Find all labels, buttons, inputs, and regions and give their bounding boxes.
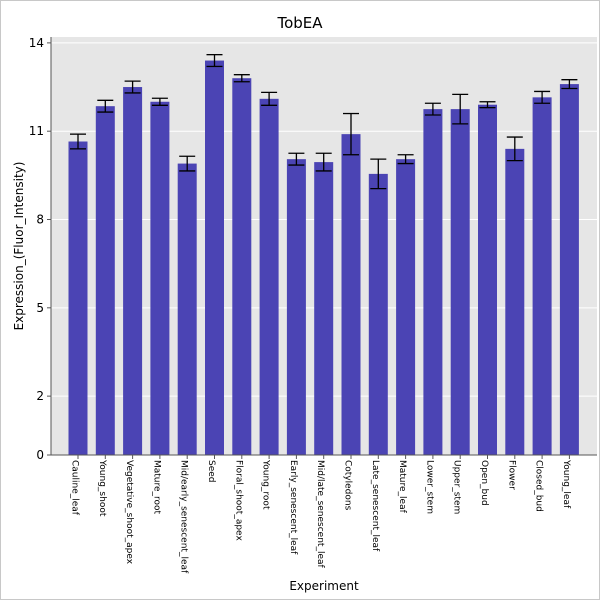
x-tick-label: Young_shoot: [97, 459, 107, 517]
y-tick-label: 5: [36, 301, 44, 315]
bar: [341, 134, 361, 455]
y-tick-label: 8: [36, 213, 44, 227]
error-bar: [479, 101, 496, 109]
error-bar: [261, 91, 278, 106]
x-tick-label: Young_leaf: [561, 459, 571, 509]
x-tick-label: Cotyledons: [343, 460, 353, 511]
error-bar: [288, 152, 305, 166]
error-bar: [70, 133, 86, 150]
error-bar: [124, 80, 141, 94]
bar: [450, 109, 470, 455]
bar: [259, 98, 279, 456]
x-tick-label: Floral_shoot_apex: [233, 460, 243, 541]
bar: [505, 148, 525, 455]
x-tick-label: Closed_bud: [534, 460, 544, 512]
y-axis: 0 2 5 8 11 14: [29, 36, 52, 462]
y-axis-label: Expression_(Fluor_Intensity): [12, 162, 26, 331]
x-tick-label: Cauline_leaf: [70, 460, 80, 516]
y-tick-label: 14: [29, 36, 44, 50]
bar: [68, 141, 88, 455]
x-tick-label: Young_root: [261, 459, 271, 510]
x-tick-label: Mid/late_senescent_leaf: [315, 460, 325, 569]
error-bar: [397, 154, 414, 165]
bar: [95, 106, 115, 455]
bar: [532, 97, 552, 456]
error-bar: [452, 93, 469, 125]
bar: [368, 173, 388, 455]
bars-group: [68, 60, 579, 456]
error-bar: [370, 158, 387, 190]
error-bar: [343, 112, 359, 156]
error-bar: [97, 99, 114, 113]
error-bar: [315, 152, 332, 172]
x-tick-label: Open_bud: [479, 460, 489, 506]
bar: [177, 163, 197, 456]
error-bar: [424, 102, 441, 116]
x-tick-label: Early_senescent_leaf: [288, 460, 298, 555]
bar: [423, 109, 443, 455]
error-bar: [534, 90, 551, 104]
error-bar: [233, 74, 250, 83]
x-tick-label: Mid/early_senescent_leaf: [179, 460, 189, 574]
error-bar: [206, 54, 223, 68]
x-tick-label: Flower: [506, 460, 516, 490]
bar: [205, 60, 224, 456]
x-tick-label: Lower_stem: [424, 460, 434, 514]
bar: [232, 78, 252, 455]
x-tick-label: Late_senescent_leaf: [370, 460, 380, 552]
bar: [286, 159, 306, 455]
y-tick-label: 2: [36, 389, 44, 403]
x-tick-label: Mature_root: [151, 460, 161, 515]
chart-title: TobEA: [276, 14, 323, 32]
bar: [150, 101, 170, 456]
error-bar: [179, 155, 196, 172]
y-tick-label: 0: [36, 448, 44, 462]
bar: [559, 84, 579, 455]
x-tick-label: Mature_leaf: [397, 460, 407, 514]
error-bar: [506, 136, 523, 162]
bar: [123, 87, 143, 456]
x-axis: Cauline_leaf Young_shoot Vegetative_shoot_…: [51, 454, 597, 574]
x-tick-label: Upper_stem: [452, 460, 462, 514]
error-bar: [561, 79, 578, 90]
bar: [396, 159, 416, 455]
x-tick-label: Vegetative_shoot_apex: [124, 460, 134, 565]
bar: [478, 104, 497, 455]
x-tick-label: Seed: [206, 460, 216, 483]
y-tick-label: 11: [29, 124, 44, 138]
error-bars-group: [70, 54, 578, 190]
bar: [314, 162, 334, 455]
error-bar: [151, 97, 168, 106]
x-axis-label: Experiment: [289, 579, 359, 593]
